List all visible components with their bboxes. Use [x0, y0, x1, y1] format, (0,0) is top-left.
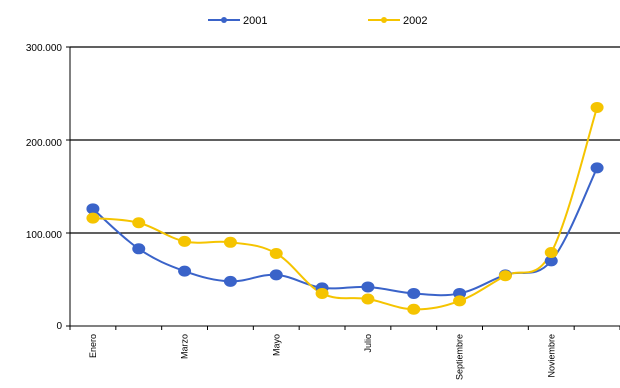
y-tick-label: 0: [56, 321, 62, 332]
data-point-2002: [132, 217, 146, 229]
data-point-2001: [269, 269, 283, 281]
data-point-2001: [86, 203, 100, 215]
x-axis-labels: Enero Marzo Mayo Julio Septiembre Noviembre: [88, 334, 556, 380]
y-axis-ticks: 0 100.000 200.000 300.000: [26, 43, 63, 332]
legend-label-2001: 2001: [243, 15, 267, 27]
x-tick-label: Septiembre: [455, 334, 465, 380]
data-point-2001: [178, 265, 192, 277]
data-point-2002: [407, 303, 421, 315]
data-point-2002: [86, 212, 100, 224]
legend-marker-2002: [381, 17, 387, 23]
legend-marker-2001: [221, 17, 227, 23]
x-tick-label: Marzo: [180, 334, 190, 359]
data-point-2002: [269, 247, 283, 259]
data-point-2002: [223, 236, 237, 248]
legend-label-2002: 2002: [403, 15, 427, 27]
data-point-2001: [544, 255, 558, 267]
series-group: [86, 101, 604, 315]
series-line-2002: [92, 107, 599, 311]
data-point-2001: [361, 281, 375, 293]
data-point-2002: [544, 247, 558, 259]
x-tick-label: Mayo: [271, 334, 281, 356]
data-point-2001: [407, 287, 421, 299]
y-tick-label: 200.000: [26, 138, 63, 149]
y-tick-label: 100.000: [26, 230, 63, 241]
legend: 2001 2002: [208, 15, 427, 27]
x-tick-label: Julio: [363, 334, 373, 353]
data-point-2001: [590, 162, 604, 174]
data-point-2002: [361, 293, 375, 305]
grid-lines: [70, 46, 620, 234]
data-point-2001: [132, 243, 146, 255]
axes: [66, 46, 620, 330]
x-tick-label: Enero: [88, 334, 98, 358]
y-tick-label: 300.000: [26, 43, 63, 54]
data-point-2001: [223, 275, 237, 287]
data-point-2002: [590, 101, 604, 113]
x-tick-label: Noviembre: [546, 334, 556, 378]
data-point-2002: [315, 287, 329, 299]
data-point-2002: [498, 270, 512, 282]
data-point-2002: [178, 235, 192, 247]
data-point-2002: [453, 295, 467, 307]
series-line-2001: [92, 167, 598, 297]
